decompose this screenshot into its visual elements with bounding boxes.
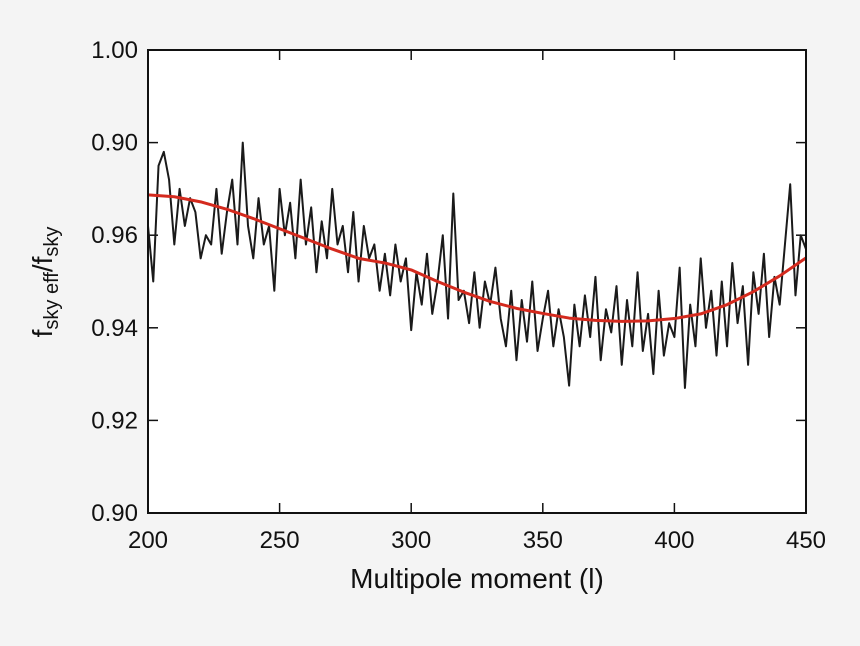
- plot-frame: [147, 49, 807, 514]
- y-label-part: sky eff: [41, 272, 63, 330]
- y-axis-label: fsky eff/fsky: [27, 227, 63, 338]
- y-label-part: sky: [41, 227, 63, 257]
- x-tick-label: 200: [128, 527, 168, 554]
- x-axis-label: Multipole moment (l): [350, 563, 604, 594]
- fit-line: [147, 193, 807, 323]
- y-tick-label: 0.90: [91, 130, 138, 157]
- y-tick-label: 0.94: [91, 315, 138, 342]
- y-tick-label: 0.92: [91, 407, 138, 434]
- x-tick-label: 250: [260, 527, 300, 554]
- x-tick-label: 400: [654, 527, 694, 554]
- y-label-part: f: [27, 329, 58, 337]
- y-tick-label: 0.96: [91, 222, 138, 249]
- y-tick-label: 1.00: [91, 37, 138, 64]
- data-line: [147, 141, 807, 389]
- x-tick-label: 350: [523, 527, 563, 554]
- y-tick-label: 0.90: [91, 500, 138, 527]
- y-label-part: /f: [27, 256, 58, 272]
- x-tick-label: 450: [786, 527, 826, 554]
- x-tick-label: 300: [391, 527, 431, 554]
- plot-area: [148, 50, 806, 513]
